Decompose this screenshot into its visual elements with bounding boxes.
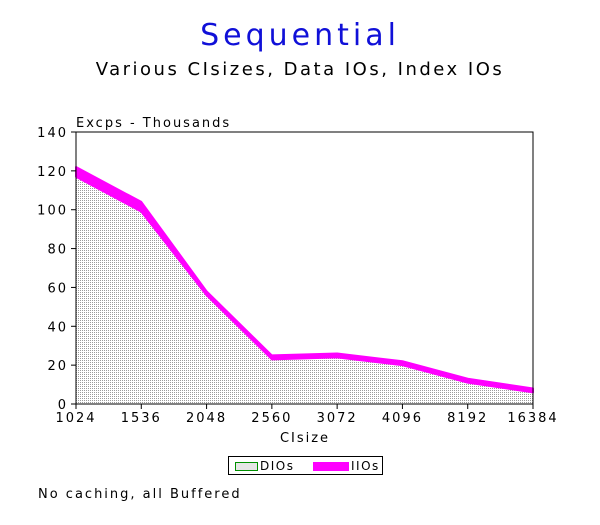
legend-swatch-iios <box>313 461 349 471</box>
x-tick-label: 1024 <box>55 411 96 426</box>
y-tick-label: 80 <box>47 243 68 258</box>
chart-area: 1024 1536 2048 2560 3072 4096 8192 16384 0 20 40 60… <box>37 126 558 426</box>
y-tick-label: 40 <box>47 320 68 335</box>
x-tick-label: 4096 <box>382 411 423 426</box>
legend-item-iios: IIOs <box>313 459 380 473</box>
legend-swatch-dios <box>235 461 258 471</box>
x-tick-label: 2560 <box>251 411 292 426</box>
plot-border <box>75 131 534 405</box>
legend-label-dios: DIOs <box>260 459 295 473</box>
y-tick-label: 0 <box>58 398 68 413</box>
legend-label-iios: IIOs <box>351 459 380 473</box>
chart-title: Sequential <box>200 18 400 53</box>
y-tick-label: 60 <box>47 281 68 296</box>
y-tick-label: 120 <box>37 165 68 180</box>
x-tick-label: 2048 <box>186 411 227 426</box>
legend-item-dios: DIOs <box>235 459 294 473</box>
series-area-dios <box>76 176 533 404</box>
x-tick-label: 16384 <box>507 411 558 426</box>
legend: DIOs IIOs <box>228 456 383 475</box>
chart-subtitle: Various CIsizes, Data IOs, Index IOs <box>95 59 505 80</box>
x-tick-label: 8192 <box>447 411 488 426</box>
y-tick-label: 100 <box>37 204 68 219</box>
x-tick-label: 1536 <box>121 411 162 426</box>
footnote: No caching, all Buffered <box>38 487 242 502</box>
y-tick-label: 140 <box>37 126 68 141</box>
x-axis-label: CIsize <box>279 431 331 446</box>
x-tick-label: 3072 <box>317 411 358 426</box>
y-axis-label: Excps - Thousands <box>76 116 232 131</box>
y-tick-label: 20 <box>47 359 68 374</box>
